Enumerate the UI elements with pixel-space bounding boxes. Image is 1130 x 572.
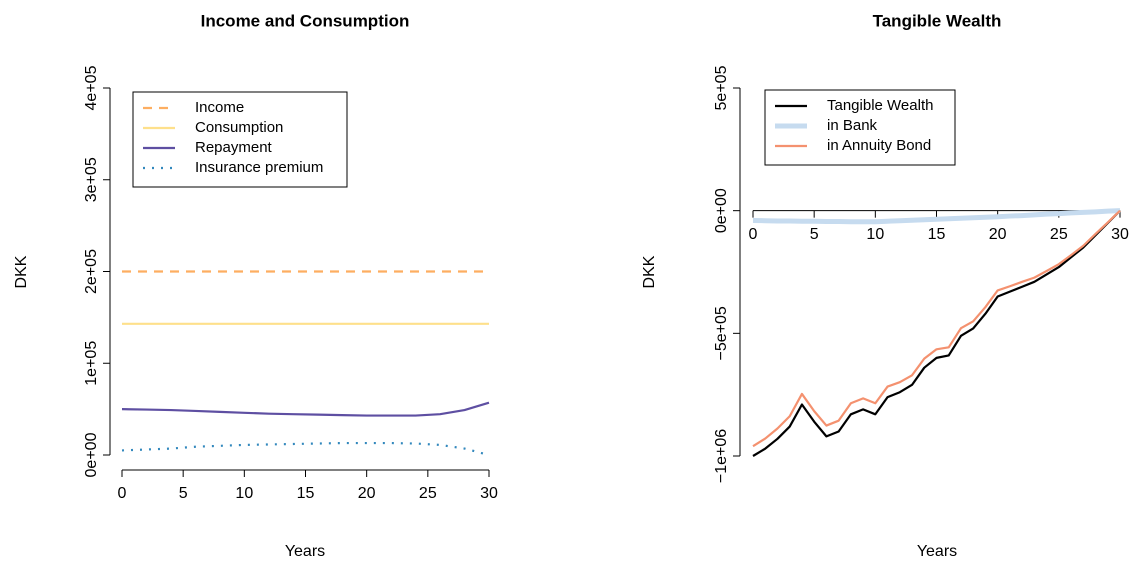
legend-label: in Annuity Bond [827, 137, 931, 154]
x-tick-label: 0 [118, 485, 127, 502]
y-tick-label: 0e+00 [713, 188, 730, 233]
legend-label: Consumption [195, 119, 283, 136]
x-tick-label: 20 [989, 226, 1007, 243]
legend-label: in Bank [827, 117, 878, 134]
y-tick-label: −1e+06 [713, 429, 730, 483]
legend-label: Repayment [195, 139, 273, 156]
x-axis-label: Years [285, 543, 325, 560]
legend-label: Income [195, 99, 244, 116]
x-tick-label: 10 [235, 485, 253, 502]
y-tick-label: −5e+05 [713, 306, 730, 360]
x-tick-label: 25 [419, 485, 437, 502]
y-tick-label: 4e+05 [83, 65, 100, 110]
y-axis-label: DKK [641, 255, 658, 288]
y-tick-label: 1e+05 [83, 341, 100, 386]
y-tick-label: 3e+05 [83, 157, 100, 202]
x-tick-label: 0 [749, 226, 758, 243]
x-tick-label: 15 [297, 485, 315, 502]
legend-label: Insurance premium [195, 159, 323, 176]
x-tick-label: 5 [810, 226, 819, 243]
x-tick-label: 10 [866, 226, 884, 243]
x-tick-label: 30 [1111, 226, 1129, 243]
chart-title: Tangible Wealth [873, 11, 1002, 30]
series-line [752, 209, 1121, 457]
series-line [752, 209, 1121, 448]
chart-title: Income and Consumption [201, 11, 410, 30]
x-tick-label: 5 [179, 485, 188, 502]
series-line [121, 441, 490, 457]
legend-box [132, 91, 348, 188]
y-tick-label: 2e+05 [83, 249, 100, 294]
x-tick-label: 30 [480, 485, 498, 502]
x-tick-label: 20 [358, 485, 376, 502]
series-line [752, 208, 1121, 225]
y-axis-label: DKK [13, 255, 30, 288]
x-tick-label: 25 [1050, 226, 1068, 243]
legend-label: Tangible Wealth [827, 97, 933, 114]
series-line [121, 401, 490, 417]
y-tick-label: 0e+00 [83, 432, 100, 477]
x-tick-label: 15 [928, 226, 946, 243]
y-tick-label: 5e+05 [713, 65, 730, 110]
x-axis-label: Years [917, 543, 957, 560]
